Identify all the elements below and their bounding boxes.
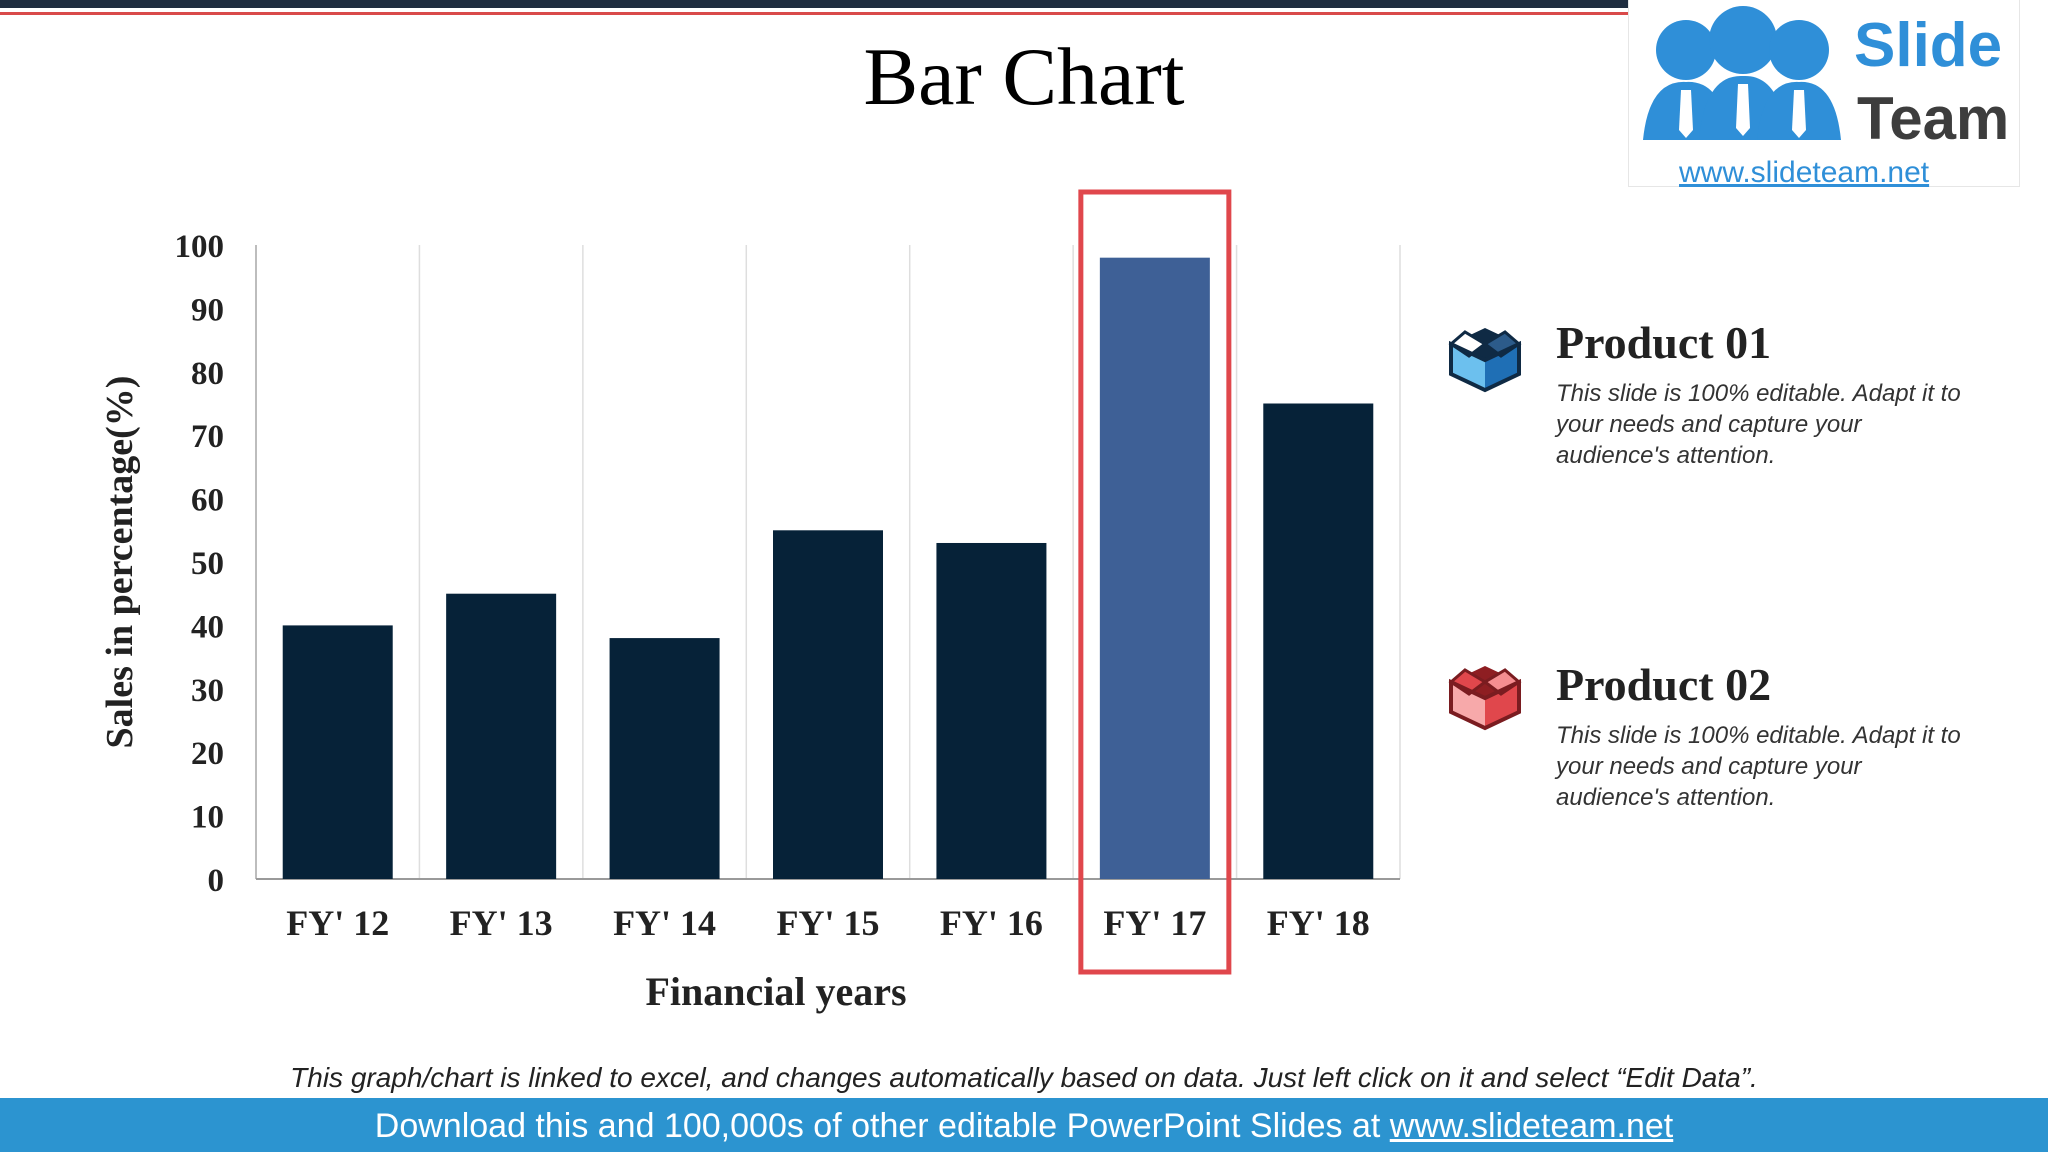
footer-text: Download this and 100,000s of other edit…: [0, 1107, 2048, 1146]
x-axis-title: Financial years: [645, 969, 906, 1014]
top-rule: [0, 0, 1630, 8]
slideteam-logo[interactable]: Slide Team www.slideteam.net: [1628, 0, 2020, 189]
legend-product-02-title: Product 02: [1556, 659, 1772, 710]
y-tick-label: 50: [191, 546, 224, 582]
bar: [282, 625, 393, 879]
x-tick-label: FY' 15: [777, 903, 880, 943]
logo-url-link[interactable]: www.slideteam.net: [1679, 156, 1930, 189]
logo-wordmark-team: Team: [1857, 85, 2010, 152]
legend-product-01-title: Product 01: [1556, 317, 1772, 368]
footer-message: Download this and 100,000s of other edit…: [374, 1107, 1390, 1145]
footer-banner: Download this and 100,000s of other edit…: [0, 1098, 2048, 1152]
x-tick-label: FY' 12: [286, 903, 389, 943]
blue-box-icon: [1448, 328, 1522, 393]
bar: [1263, 403, 1374, 879]
legend-product-02-desc: This slide is 100% editable. Adapt it to…: [1556, 722, 1961, 811]
y-tick-label: 60: [191, 483, 224, 519]
highlight-box: [1078, 189, 1232, 975]
bar: [936, 542, 1047, 879]
team-people-icon: [1643, 6, 1841, 140]
bar: [1099, 257, 1210, 879]
footer-link[interactable]: www.slideteam.net: [1389, 1107, 1674, 1145]
y-tick-label: 70: [191, 419, 224, 455]
x-tick-label: FY' 13: [450, 903, 553, 943]
x-tick-label: FY' 14: [613, 903, 716, 943]
bar: [446, 593, 557, 879]
y-tick-label: 80: [191, 356, 224, 392]
y-tick-label: 30: [191, 673, 224, 709]
y-axis-title: Sales in percentage(%): [99, 376, 141, 749]
x-tick-label: FY' 17: [1103, 903, 1206, 943]
y-tick-label: 40: [191, 609, 224, 645]
red-box-icon: [1448, 666, 1522, 731]
bar: [609, 638, 720, 879]
x-tick-label: FY' 16: [940, 903, 1043, 943]
x-tick-label: FY' 18: [1267, 903, 1370, 943]
y-tick-label: 20: [191, 736, 224, 772]
page-title: Bar Chart: [863, 31, 1185, 122]
bar: [773, 530, 883, 879]
chart-note: This graph/chart is linked to excel, and…: [290, 1062, 1758, 1093]
y-tick-label: 10: [191, 800, 224, 836]
y-tick-label: 0: [208, 863, 225, 899]
y-tick-label: 90: [191, 292, 224, 328]
legend-product-01-desc: This slide is 100% editable. Adapt it to…: [1556, 380, 1961, 469]
logo-wordmark-slide: Slide: [1854, 11, 2003, 80]
y-tick-label: 100: [175, 229, 225, 265]
top-accent-rule: [0, 12, 1630, 15]
bar-chart: 0 10 20 30 40 50 60 70 80 90 100 FY' 12 FY' 13 FY' 14…: [99, 189, 1401, 1014]
